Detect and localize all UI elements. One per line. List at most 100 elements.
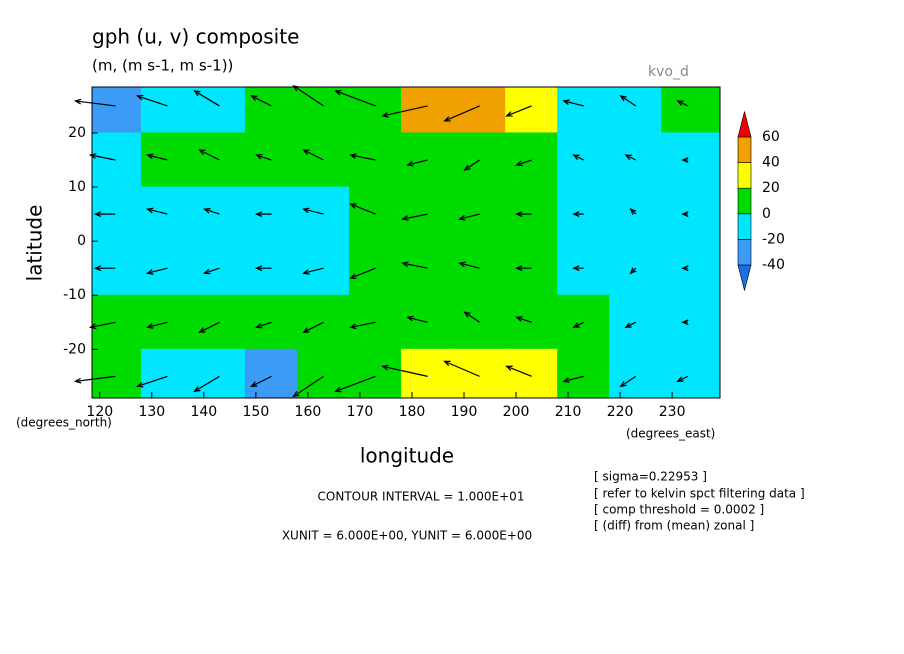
field-cell: [609, 348, 663, 398]
vector-arrow: [334, 375, 376, 393]
colorbar-label: -20: [762, 231, 785, 247]
vector-arrow: [401, 213, 428, 221]
field-cell: [244, 87, 299, 134]
note: [ comp threshold = 0.0002 ]: [594, 503, 764, 517]
vector-arrow: [93, 211, 116, 217]
colorbar-band: [737, 136, 752, 163]
vector-arrow: [198, 321, 220, 333]
field-cell: [557, 87, 611, 134]
field-cell: [297, 240, 351, 296]
vector-arrow: [145, 267, 168, 275]
colorbar-label: 60: [762, 129, 780, 145]
field-cell: [192, 348, 246, 398]
field-cell: [557, 348, 611, 398]
field-cell: [661, 240, 720, 296]
vector-arrow: [681, 211, 689, 217]
field-cell: [505, 348, 559, 398]
field-cell: [453, 87, 507, 134]
vector-arrow: [255, 321, 272, 329]
y-tick-label: -20: [63, 341, 86, 357]
vector-arrow: [145, 153, 168, 161]
vector-arrow: [406, 159, 428, 167]
x-tick-label: 190: [451, 404, 478, 420]
vector-arrow: [73, 375, 116, 384]
vector-arrow: [334, 90, 376, 107]
field-cell: [661, 87, 720, 134]
vector-arrow: [203, 267, 220, 275]
vector-arrow: [302, 149, 324, 161]
vector-arrow: [198, 149, 220, 161]
vector-arrow: [203, 208, 220, 215]
vector-arrow: [619, 375, 637, 388]
vector-arrow: [93, 265, 116, 272]
x-axis-label: longitude: [360, 444, 454, 468]
y-tick-label: 20: [68, 125, 86, 141]
vector-arrow: [381, 105, 428, 118]
vector-arrow: [572, 265, 584, 272]
field-cell: [661, 294, 720, 350]
x-tick-label: 150: [243, 404, 270, 420]
colorbar-band: [737, 162, 752, 189]
colorbar-label: 20: [762, 180, 780, 196]
y-axis-label: latitude: [23, 205, 47, 282]
colorbar-cap: [737, 264, 752, 291]
vector-arrow: [515, 316, 532, 323]
field-cell: [401, 348, 455, 398]
field-cell: [92, 348, 142, 398]
vector-arrow: [629, 267, 637, 275]
y-tick-label: 10: [68, 179, 86, 195]
x-tick-label: 170: [347, 404, 374, 420]
field-cell: [505, 132, 559, 188]
vector-arrow: [505, 105, 532, 117]
field-cell: [453, 132, 507, 188]
vector-arrow: [250, 95, 272, 107]
vector-arrow: [463, 159, 480, 171]
note: [ sigma=0.22953 ]: [594, 470, 707, 484]
field-cell: [192, 186, 246, 242]
chart-subtitle: (m, (m s-1, m s-1)): [92, 57, 233, 75]
vector-arrow: [562, 375, 584, 383]
vector-arrow: [406, 315, 428, 323]
vector-arrow: [619, 95, 637, 107]
field-cell: [453, 186, 507, 242]
vector-arrow: [443, 360, 480, 377]
x-tick-label: 180: [399, 404, 426, 420]
field-cell: [661, 132, 720, 188]
field-cell: [92, 294, 142, 350]
vector-arrow: [515, 265, 532, 272]
vector-arrow: [681, 157, 689, 163]
x-tick-label: 220: [607, 404, 634, 420]
vector-arrow: [73, 98, 116, 107]
vectors: [73, 85, 689, 398]
vector-arrow: [443, 105, 480, 122]
y-tick-label: -10: [63, 287, 86, 303]
x-tick-label: 200: [503, 404, 530, 420]
field-cell: [297, 348, 351, 398]
field-cell: [453, 240, 507, 296]
vector-arrow: [458, 261, 480, 269]
y-unit: (degrees_north): [16, 416, 112, 430]
contour-interval: CONTOUR INTERVAL = 1.000E+01: [318, 490, 525, 504]
field-cell: [297, 186, 351, 242]
vector-arrow: [292, 375, 324, 398]
vector-arrow: [572, 211, 584, 217]
field-cell: [609, 240, 663, 296]
field-cell: [349, 240, 403, 296]
field-cell: [92, 87, 142, 134]
colorbar-label: -40: [762, 257, 785, 273]
vector-arrow: [254, 265, 272, 272]
field-cell: [453, 348, 507, 398]
x-tick-label: 140: [190, 404, 217, 420]
vector-arrow: [145, 321, 168, 329]
field-cell: [661, 186, 720, 242]
vector-units: XUNIT = 6.000E+00, YUNIT = 6.000E+00: [282, 529, 532, 543]
vector-arrow: [624, 154, 636, 161]
vector-arrow: [302, 207, 324, 215]
note: [ refer to kelvin spct filtering data ]: [594, 487, 805, 501]
vector-arrow: [463, 311, 480, 323]
vector-arrow: [88, 153, 116, 161]
colorbar-band: [737, 213, 752, 240]
field-cell: [661, 348, 720, 398]
field-cell: [192, 240, 246, 296]
x-unit: (degrees_east): [626, 427, 715, 441]
